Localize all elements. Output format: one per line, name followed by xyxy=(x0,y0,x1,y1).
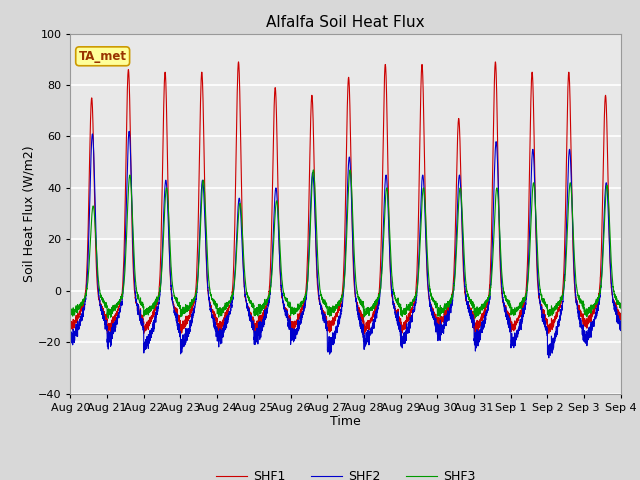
SHF3 xyxy=(104,315,112,321)
SHF2 xyxy=(125,129,133,134)
SHF3 xyxy=(617,305,625,311)
SHF1 xyxy=(325,327,333,333)
SHF3 xyxy=(325,312,333,317)
SHF2 xyxy=(67,336,74,342)
SHF2 xyxy=(545,355,552,361)
Title: Alfalfa Soil Heat Flux: Alfalfa Soil Heat Flux xyxy=(266,15,425,30)
Legend: SHF1, SHF2, SHF3: SHF1, SHF2, SHF3 xyxy=(211,465,481,480)
Line: SHF1: SHF1 xyxy=(70,62,621,336)
SHF3 xyxy=(616,305,624,311)
SHF1 xyxy=(67,324,74,330)
SHF2 xyxy=(616,327,624,333)
SHF3 xyxy=(166,229,173,235)
SHF1 xyxy=(500,305,508,311)
Line: SHF2: SHF2 xyxy=(70,132,621,358)
SHF2 xyxy=(500,301,508,307)
SHF1 xyxy=(166,251,173,256)
SHF1 xyxy=(235,59,243,65)
SHF1 xyxy=(616,317,624,323)
SHF1 xyxy=(469,314,477,320)
Y-axis label: Soil Heat Flux (W/m2): Soil Heat Flux (W/m2) xyxy=(22,145,35,282)
SHF1 xyxy=(439,317,447,323)
SHF2 xyxy=(325,334,333,339)
SHF2 xyxy=(166,251,173,257)
SHF1 xyxy=(104,333,112,338)
SHF2 xyxy=(617,327,625,333)
SHF2 xyxy=(438,323,446,329)
SHF1 xyxy=(617,316,625,322)
Line: SHF3: SHF3 xyxy=(70,170,621,318)
SHF3 xyxy=(310,167,317,173)
X-axis label: Time: Time xyxy=(330,415,361,429)
SHF3 xyxy=(500,293,508,299)
SHF3 xyxy=(439,308,447,314)
SHF3 xyxy=(469,303,477,309)
SHF3 xyxy=(67,310,74,316)
Text: TA_met: TA_met xyxy=(79,50,127,63)
SHF2 xyxy=(469,320,477,325)
